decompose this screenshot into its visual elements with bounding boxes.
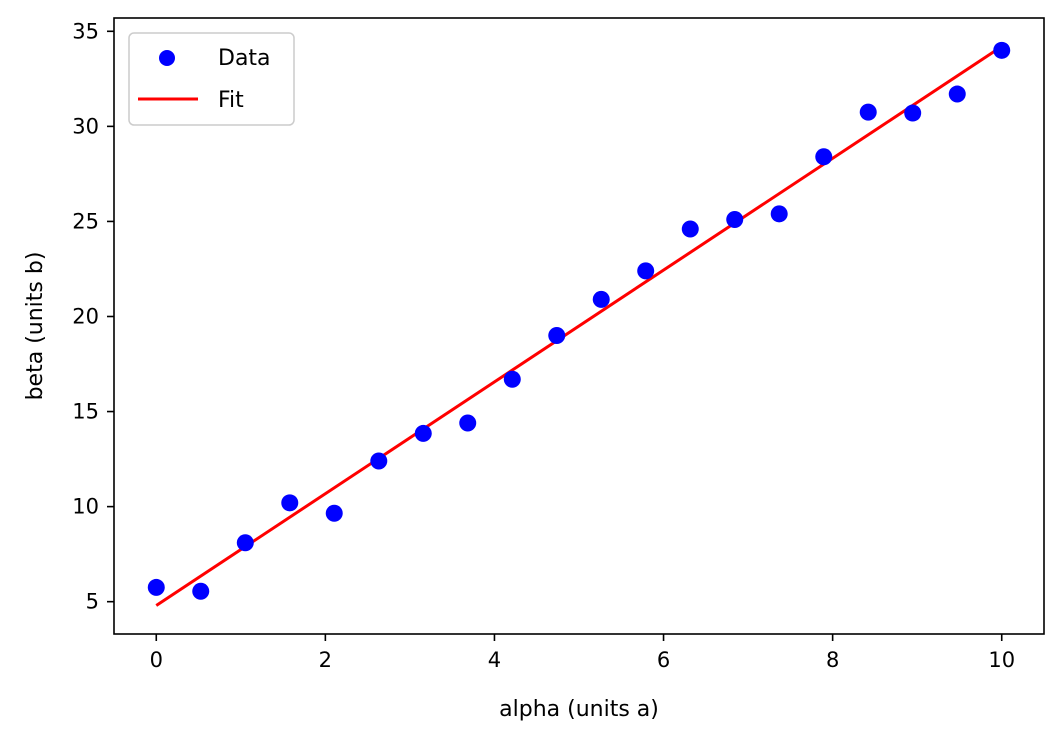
data-point [815, 148, 833, 166]
y-tick-label: 10 [72, 495, 99, 519]
y-axis: 5 10 15 20 25 30 35 [72, 19, 114, 614]
data-point [904, 104, 922, 122]
fit-line [155, 45, 1003, 607]
x-tick-label: 4 [488, 648, 501, 672]
x-tick-label: 10 [988, 648, 1015, 672]
y-tick-label: 20 [72, 304, 99, 328]
data-point [637, 262, 655, 280]
data-point [859, 103, 877, 121]
data-point [459, 414, 477, 432]
legend-data-marker [159, 50, 175, 66]
data-point [681, 220, 699, 238]
y-tick-label: 15 [72, 400, 99, 424]
data-point [370, 452, 388, 470]
data-point [592, 290, 610, 308]
legend-label-data: Data [218, 46, 271, 71]
y-axis-label: beta (units b) [23, 252, 48, 401]
x-tick-label: 0 [150, 648, 163, 672]
y-tick-label: 5 [86, 590, 99, 614]
data-point [770, 205, 788, 223]
y-tick-label: 35 [72, 19, 99, 43]
data-point [236, 534, 254, 552]
x-axis: 0 2 4 6 8 10 [150, 634, 1015, 672]
x-tick-label: 6 [657, 648, 670, 672]
x-axis-label: alpha (units a) [499, 697, 659, 722]
x-tick-label: 8 [826, 648, 839, 672]
data-point [503, 370, 521, 388]
data-point [726, 211, 744, 229]
y-tick-label: 30 [72, 114, 99, 138]
y-tick-label: 25 [72, 209, 99, 233]
data-points [147, 41, 1011, 600]
data-point [548, 327, 566, 345]
data-point [414, 424, 432, 442]
data-point [948, 85, 966, 103]
data-point [281, 494, 299, 512]
x-tick-label: 2 [319, 648, 332, 672]
data-point [993, 41, 1011, 59]
data-point [192, 582, 210, 600]
legend: Data Fit [128, 32, 295, 126]
data-point [325, 504, 343, 522]
data-point [147, 578, 165, 596]
legend-label-fit: Fit [218, 88, 244, 113]
plot-frame [113, 17, 1045, 635]
